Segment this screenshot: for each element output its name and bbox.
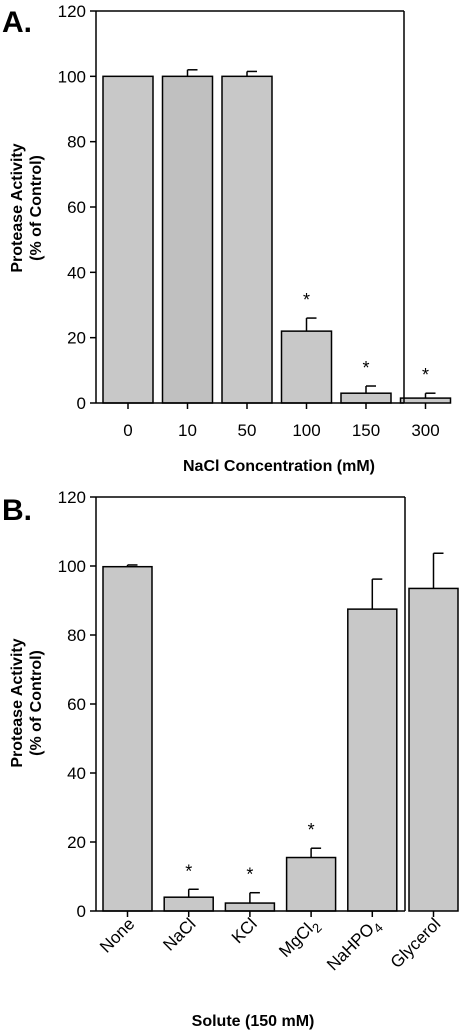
panel-a-y-tick-label: 120 xyxy=(58,2,86,21)
panel-a-bar xyxy=(161,75,214,404)
panel-b-x-tick-label: MgCl2 xyxy=(275,914,324,963)
panel-b-y-tick-label: 0 xyxy=(77,902,86,921)
panel-a-ylabel-line1: Protease Activity xyxy=(9,143,26,272)
panel-b-significance-marker: * xyxy=(308,820,315,840)
panel-a-y-tick-label: 40 xyxy=(67,263,86,282)
panel-b: B. Protease Activity (% of Control) Solu… xyxy=(2,488,459,1030)
panel-a-bar xyxy=(102,75,154,404)
panel-a-x-axis-title: NaCl Concentration (mM) xyxy=(183,458,375,475)
panel-b-x-tick-label: NaHPO4 xyxy=(323,914,386,977)
panel-a-x-tick-label: 0 xyxy=(123,421,132,440)
panel-a-label: A. xyxy=(2,6,32,39)
panel-a-x-tick-label: 150 xyxy=(352,421,380,440)
panel-b-y-axis-title: Protease Activity (% of Control) xyxy=(9,638,45,767)
panel-b-y-tick-label: 40 xyxy=(67,764,86,783)
panel-a-x-tick-label: 300 xyxy=(411,421,439,440)
panel-a-y-tick-label: 80 xyxy=(67,133,86,152)
panel-b-bar xyxy=(102,565,153,912)
panel-b-x-tick-label: NaCl xyxy=(159,914,199,954)
panel-a: A. Protease Activity (% of Control) NaCl… xyxy=(2,2,452,475)
panel-b-significance-marker: * xyxy=(246,865,253,885)
panel-a-bar xyxy=(340,392,392,404)
panel-b-ylabel-line2: (% of Control) xyxy=(28,650,45,756)
panel-b-y-tick-label: 20 xyxy=(67,833,86,852)
panel-b-x-axis-title: Solute (150 mM) xyxy=(192,1013,315,1030)
panel-b-x-tick-label: KCl xyxy=(228,914,261,947)
panel-b-y-tick-label: 100 xyxy=(58,557,86,576)
panel-b-y-tick-label: 60 xyxy=(67,695,86,714)
panel-b-label: B. xyxy=(2,494,32,527)
panel-a-bar xyxy=(399,397,452,404)
panel-b-bar xyxy=(224,902,276,912)
panel-a-significance-marker: * xyxy=(422,365,429,385)
panel-a-bar xyxy=(221,75,273,404)
panel-a-x-tick-label: 100 xyxy=(292,421,320,440)
panel-a-y-axis-title: Protease Activity (% of Control) xyxy=(9,143,45,272)
panel-b-bar xyxy=(347,608,398,912)
panel-b-bar xyxy=(163,896,214,912)
panel-b-significance-marker: * xyxy=(185,861,192,881)
panel-b-ylabel-line1: Protease Activity xyxy=(9,638,26,767)
panel-a-y-tick-label: 60 xyxy=(67,198,86,217)
panel-a-x-tick-label: 10 xyxy=(178,421,197,440)
panel-a-y-tick-label: 100 xyxy=(58,67,86,86)
panel-a-significance-marker: * xyxy=(303,290,310,310)
panel-b-x-tick-label: None xyxy=(96,914,138,956)
panel-a-y-tick-label: 20 xyxy=(67,329,86,348)
panel-a-y-tick-label: 0 xyxy=(77,394,86,413)
panel-b-y-tick-label: 80 xyxy=(67,626,86,645)
panel-b-bar xyxy=(408,587,459,912)
panel-a-significance-marker: * xyxy=(362,358,369,378)
panel-a-x-tick-label: 50 xyxy=(238,421,257,440)
panel-a-ylabel-line2: (% of Control) xyxy=(28,155,45,261)
panel-a-bar xyxy=(280,330,333,404)
panel-b-y-tick-label: 120 xyxy=(58,488,86,507)
panel-b-x-tick-label: Glycerol xyxy=(387,914,445,972)
panel-b-bar xyxy=(285,856,337,912)
